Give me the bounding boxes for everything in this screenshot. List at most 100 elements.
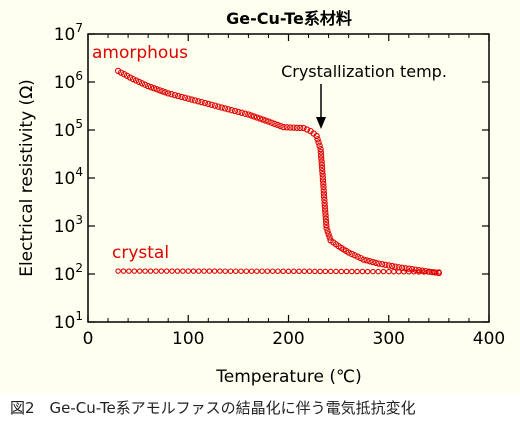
data-point-amorphous: [318, 164, 326, 172]
data-point-amorphous: [317, 149, 324, 156]
data-point-amorphous: [162, 89, 169, 96]
data-point-crystal: [301, 268, 308, 275]
data-point-amorphous: [372, 259, 379, 266]
data-point-amorphous: [369, 258, 376, 266]
data-point-crystal: [306, 268, 313, 275]
y-tick-label: 104: [54, 165, 83, 189]
data-point-crystal: [259, 268, 265, 274]
data-point-amorphous: [287, 124, 294, 131]
x-tick-label: 300: [373, 329, 405, 349]
data-point-amorphous: [319, 177, 327, 184]
data-point-amorphous: [188, 96, 195, 103]
x-tick-label: 400: [473, 329, 505, 349]
data-point-amorphous: [268, 119, 275, 126]
data-point-amorphous: [147, 84, 155, 91]
data-point-amorphous: [316, 142, 323, 149]
figure-caption: 図2 Ge-Cu-Te系アモルファスの結晶化に伴う電気抵抗変化: [0, 393, 520, 423]
data-point-amorphous: [314, 136, 321, 143]
data-point-crystal: [120, 268, 127, 274]
data-point-amorphous: [318, 155, 325, 162]
y-tick-label: 102: [54, 261, 83, 285]
data-point-crystal: [396, 268, 402, 275]
data-point-crystal: [291, 268, 297, 275]
data-point-crystal: [426, 269, 432, 275]
data-point-amorphous: [317, 145, 324, 153]
data-point-crystal: [185, 268, 192, 274]
data-point-amorphous: [318, 161, 325, 168]
data-point-crystal: [201, 268, 207, 274]
data-point-amorphous: [360, 256, 367, 263]
data-point-amorphous: [135, 78, 143, 86]
data-point-crystal: [416, 269, 422, 275]
data-point-crystal: [370, 268, 376, 275]
data-point-crystal: [158, 268, 165, 274]
data-point-amorphous: [319, 167, 326, 175]
data-point-crystal: [217, 268, 223, 274]
data-point-crystal: [338, 268, 345, 275]
data-point-amorphous: [156, 87, 163, 94]
data-point-amorphous: [319, 174, 326, 181]
data-point-amorphous: [317, 152, 325, 159]
data-point-amorphous: [322, 212, 329, 219]
data-point-crystal: [222, 268, 228, 274]
data-point-crystal: [431, 269, 437, 275]
data-point-crystal: [180, 268, 186, 274]
y-tick-label: 107: [54, 21, 83, 45]
data-point-amorphous: [205, 100, 212, 108]
data-point-crystal: [232, 268, 239, 274]
data-point-crystal: [333, 268, 339, 275]
data-point-amorphous: [323, 225, 330, 232]
data-point-amorphous: [354, 253, 361, 260]
data-point-amorphous: [126, 74, 134, 81]
data-point-crystal: [327, 268, 334, 275]
data-point-amorphous: [129, 75, 137, 83]
data-point-amorphous: [248, 112, 255, 119]
x-tick-label: 100: [172, 329, 204, 349]
data-point-amorphous: [208, 101, 215, 108]
y-axis-label: Electrical resistivity (Ω): [17, 79, 37, 277]
data-point-crystal: [280, 268, 286, 275]
data-point-amorphous: [283, 124, 290, 131]
data-point-amorphous: [171, 91, 179, 99]
data-point-amorphous: [322, 209, 329, 216]
data-point-crystal: [322, 268, 329, 275]
data-point-amorphous: [225, 106, 232, 113]
data-point-amorphous: [326, 234, 333, 241]
data-point-amorphous: [320, 193, 328, 200]
data-point-amorphous: [320, 183, 327, 191]
data-point-amorphous: [322, 215, 329, 222]
data-point-crystal: [227, 268, 234, 274]
data-point-amorphous: [138, 80, 146, 87]
data-point-amorphous: [280, 123, 287, 131]
data-point-crystal: [406, 269, 412, 275]
data-point-amorphous: [201, 99, 209, 107]
data-point-crystal: [190, 268, 197, 274]
data-point-amorphous: [215, 103, 222, 110]
data-points-layer: [114, 67, 443, 277]
data-point-crystal: [147, 268, 154, 274]
x-tick-label: 0: [83, 329, 94, 349]
data-point-crystal: [115, 268, 121, 274]
data-point-amorphous: [378, 261, 386, 268]
data-point-amorphous: [120, 71, 128, 78]
data-point-amorphous: [238, 109, 245, 116]
data-point-amorphous: [277, 122, 284, 130]
data-point-crystal: [238, 268, 244, 274]
data-point-amorphous: [175, 92, 182, 100]
data-point-amorphous: [318, 158, 325, 165]
data-point-amorphous: [265, 118, 272, 125]
x-axis-label: Temperature (℃): [215, 367, 361, 387]
data-point-crystal: [136, 268, 143, 274]
y-tick-label: 106: [54, 69, 83, 93]
data-point-amorphous: [415, 267, 422, 274]
data-point-crystal: [275, 268, 281, 274]
data-point-crystal: [174, 268, 181, 274]
data-point-crystal: [436, 269, 442, 275]
data-point-crystal: [142, 268, 148, 274]
data-point-amorphous: [297, 124, 304, 132]
data-point-crystal: [211, 268, 218, 274]
data-point-amorphous: [221, 105, 229, 112]
data-point-crystal: [153, 268, 159, 274]
data-point-amorphous: [429, 268, 436, 276]
data-point-amorphous: [211, 102, 219, 109]
